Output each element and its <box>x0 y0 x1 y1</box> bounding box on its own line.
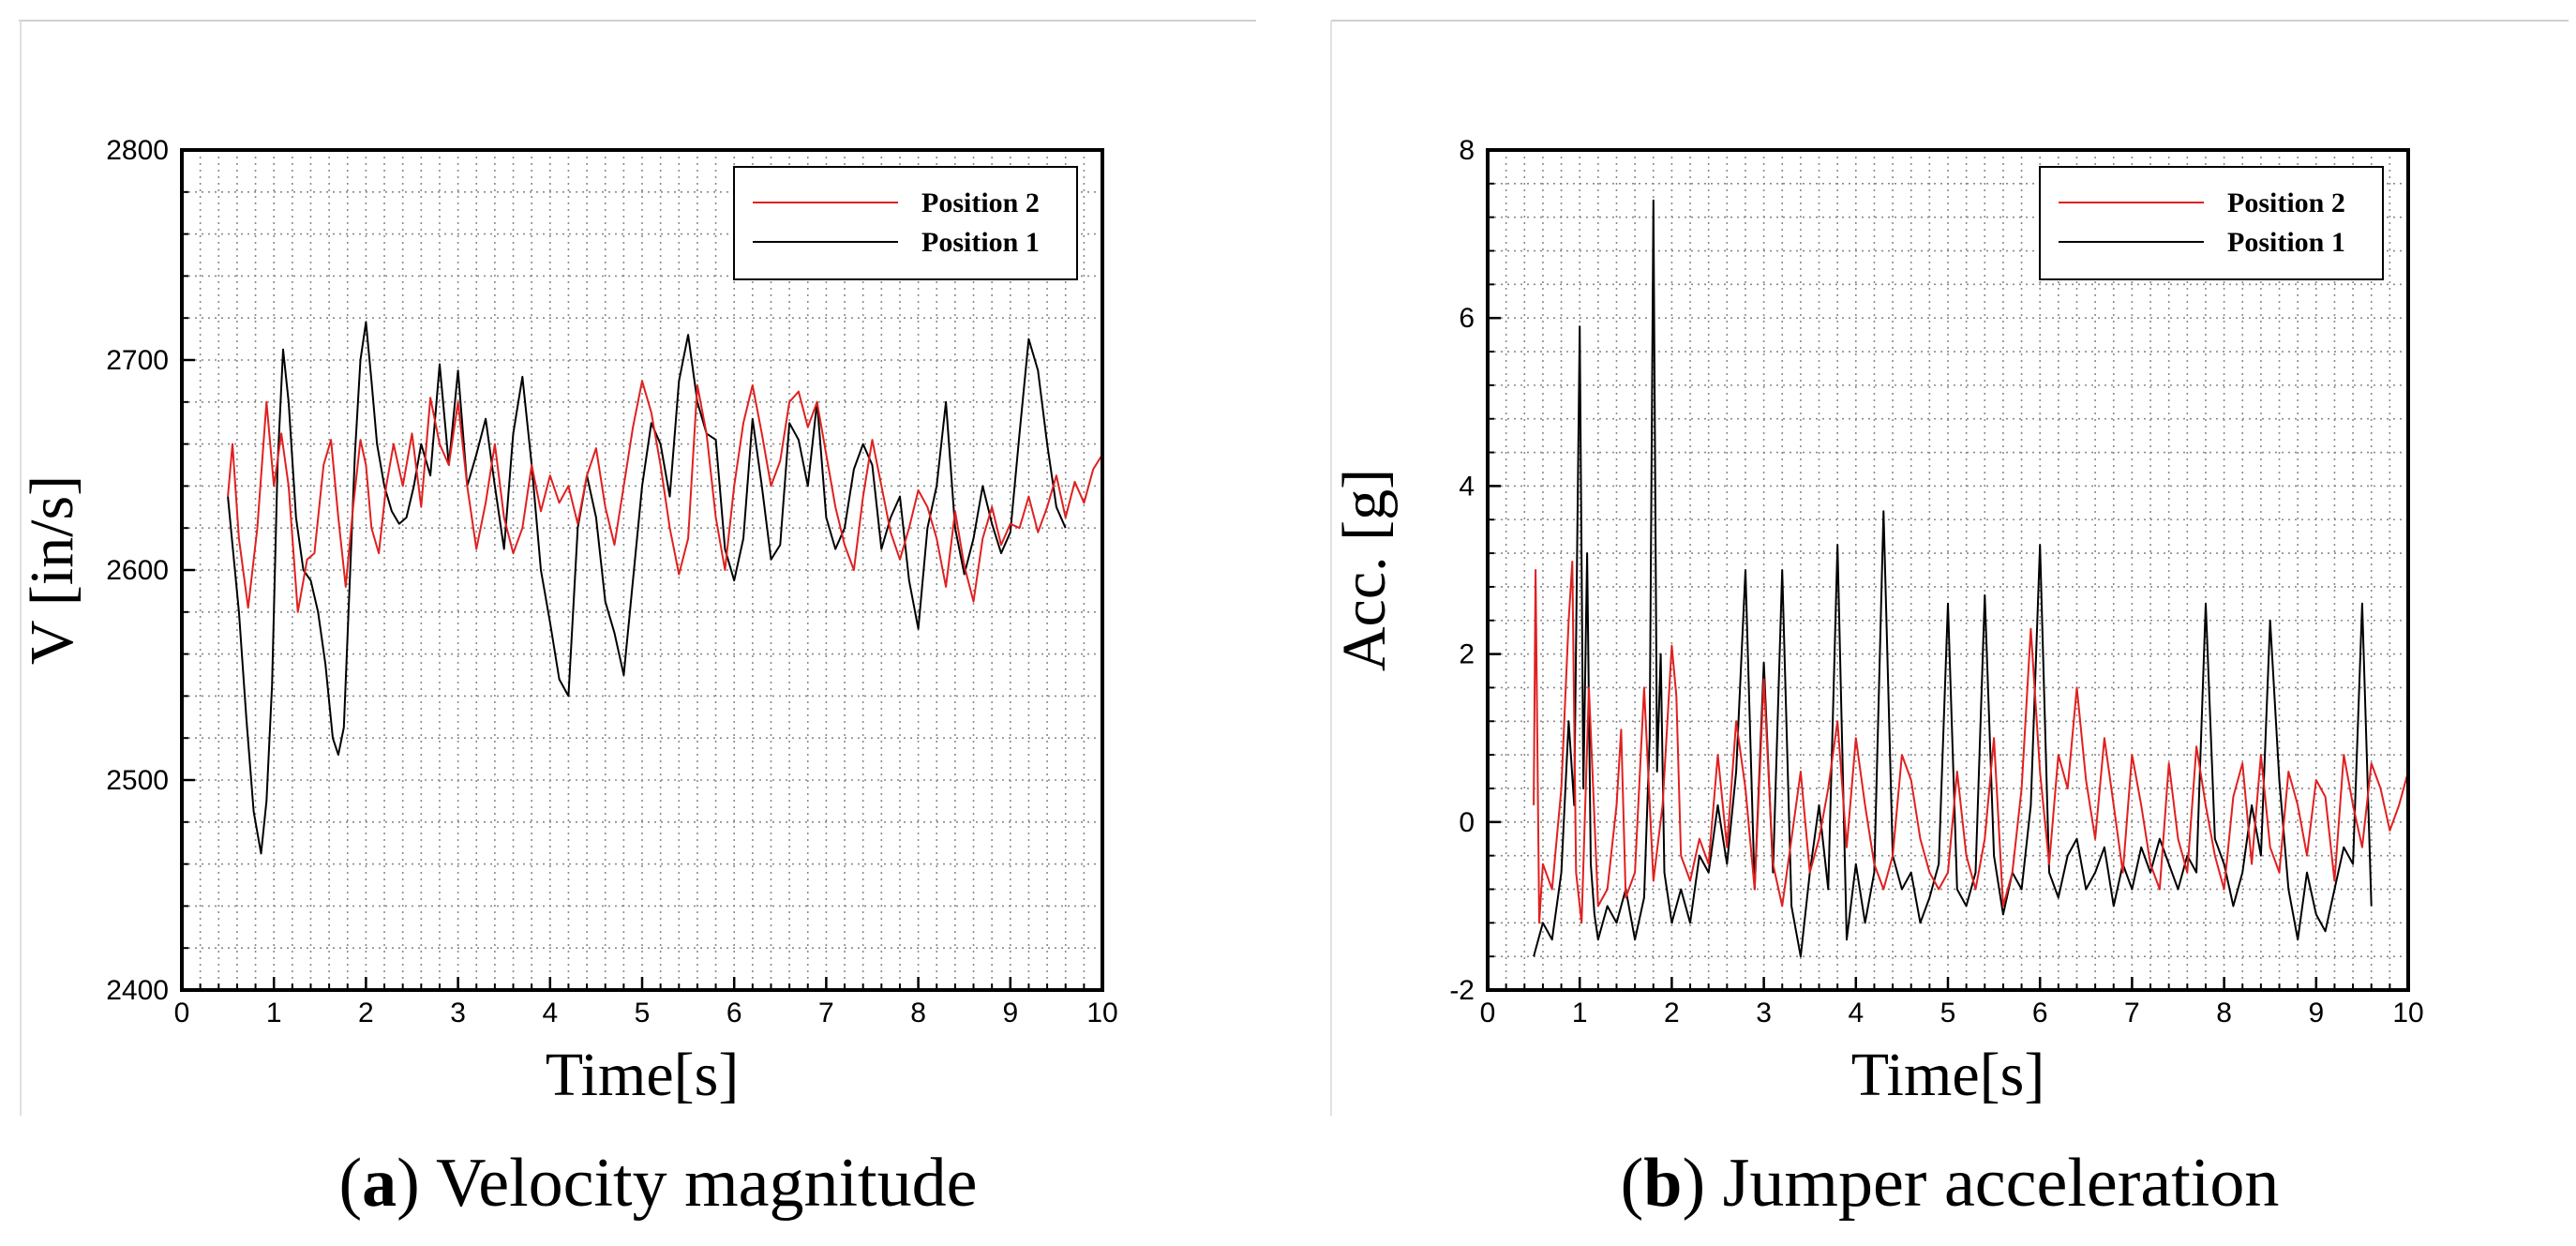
x-tick-label: 8 <box>910 998 926 1028</box>
x-tick-label: 9 <box>1002 998 1018 1028</box>
x-axis-title: Time[s] <box>1851 1041 2045 1109</box>
x-tick-label: 0 <box>1480 998 1496 1028</box>
grid <box>182 150 1102 990</box>
y-tick-label: 2600 <box>106 555 169 586</box>
x-tick-label: 7 <box>2124 998 2140 1028</box>
x-tick-label: 2 <box>1664 998 1680 1028</box>
series-line-position-2 <box>1533 561 2409 924</box>
chart-velocity-magnitude: 0 1 2 3 4 5 6 7 8 9 10 2400 2500 2600 2700 2800 Time[s] V… <box>18 135 1118 1109</box>
y-tick-label: 2400 <box>106 975 169 1006</box>
y-tick-label: 0 <box>1459 807 1475 838</box>
legend-label: Position 2 <box>921 188 1040 218</box>
legend-box <box>2039 166 2384 280</box>
x-tick-label: 1 <box>266 998 282 1028</box>
caption-a-letter: a <box>362 1145 397 1222</box>
x-tick-label: 8 <box>2216 998 2232 1028</box>
y-tick-label: 2 <box>1459 639 1475 670</box>
caption-b-letter: b <box>1643 1145 1682 1222</box>
x-tick-label: 3 <box>1756 998 1772 1028</box>
y-tick-label: -2 <box>1449 975 1475 1006</box>
legend-label: Position 2 <box>2227 188 2345 218</box>
x-tick-label: 1 <box>1572 998 1588 1028</box>
x-tick-label: 2 <box>358 998 374 1028</box>
x-tick-label: 3 <box>450 998 466 1028</box>
x-tick-label: 4 <box>542 998 558 1028</box>
x-tick-label: 0 <box>174 998 190 1028</box>
x-tick-label: 5 <box>1940 998 1956 1028</box>
y-tick-label: 6 <box>1459 303 1475 334</box>
x-tick-label: 6 <box>2032 998 2048 1028</box>
series-line-position-1 <box>227 321 1067 855</box>
legend-label: Position 1 <box>921 227 1040 258</box>
x-tick-label: 10 <box>2392 998 2423 1028</box>
series-line-position-1 <box>1533 199 2373 958</box>
y-tick-label: 4 <box>1459 471 1475 502</box>
caption-b: (b) Jumper acceleration <box>1621 1145 2280 1222</box>
y-axis-title: Acc. [g] <box>1330 469 1399 671</box>
y-tick-label: 2700 <box>106 345 169 376</box>
x-tick-label: 10 <box>1086 998 1117 1028</box>
x-tick-label: 5 <box>635 998 651 1028</box>
y-tick-label: 8 <box>1459 135 1475 166</box>
y-tick-label: 2800 <box>106 135 169 166</box>
legend-label: Position 1 <box>2227 227 2345 258</box>
caption-a: (a) Velocity magnitude <box>339 1145 978 1222</box>
legend: Position 2 Position 1 <box>2039 166 2384 280</box>
x-tick-label: 4 <box>1848 998 1864 1028</box>
series-line-position-2 <box>227 380 1103 613</box>
y-tick-label: 2500 <box>106 765 169 796</box>
x-axis-title: Time[s] <box>546 1041 740 1109</box>
x-tick-label: 7 <box>818 998 834 1028</box>
x-tick-label: 6 <box>726 998 742 1028</box>
y-axis-title: V [in/s] <box>18 475 86 665</box>
legend: Position 2 Position 1 <box>733 166 1078 280</box>
caption-b-text: Jumper acceleration <box>1723 1145 2280 1222</box>
x-tick-label: 9 <box>2308 998 2324 1028</box>
legend-box <box>733 166 1078 280</box>
caption-a-text: Velocity magnitude <box>436 1145 977 1222</box>
